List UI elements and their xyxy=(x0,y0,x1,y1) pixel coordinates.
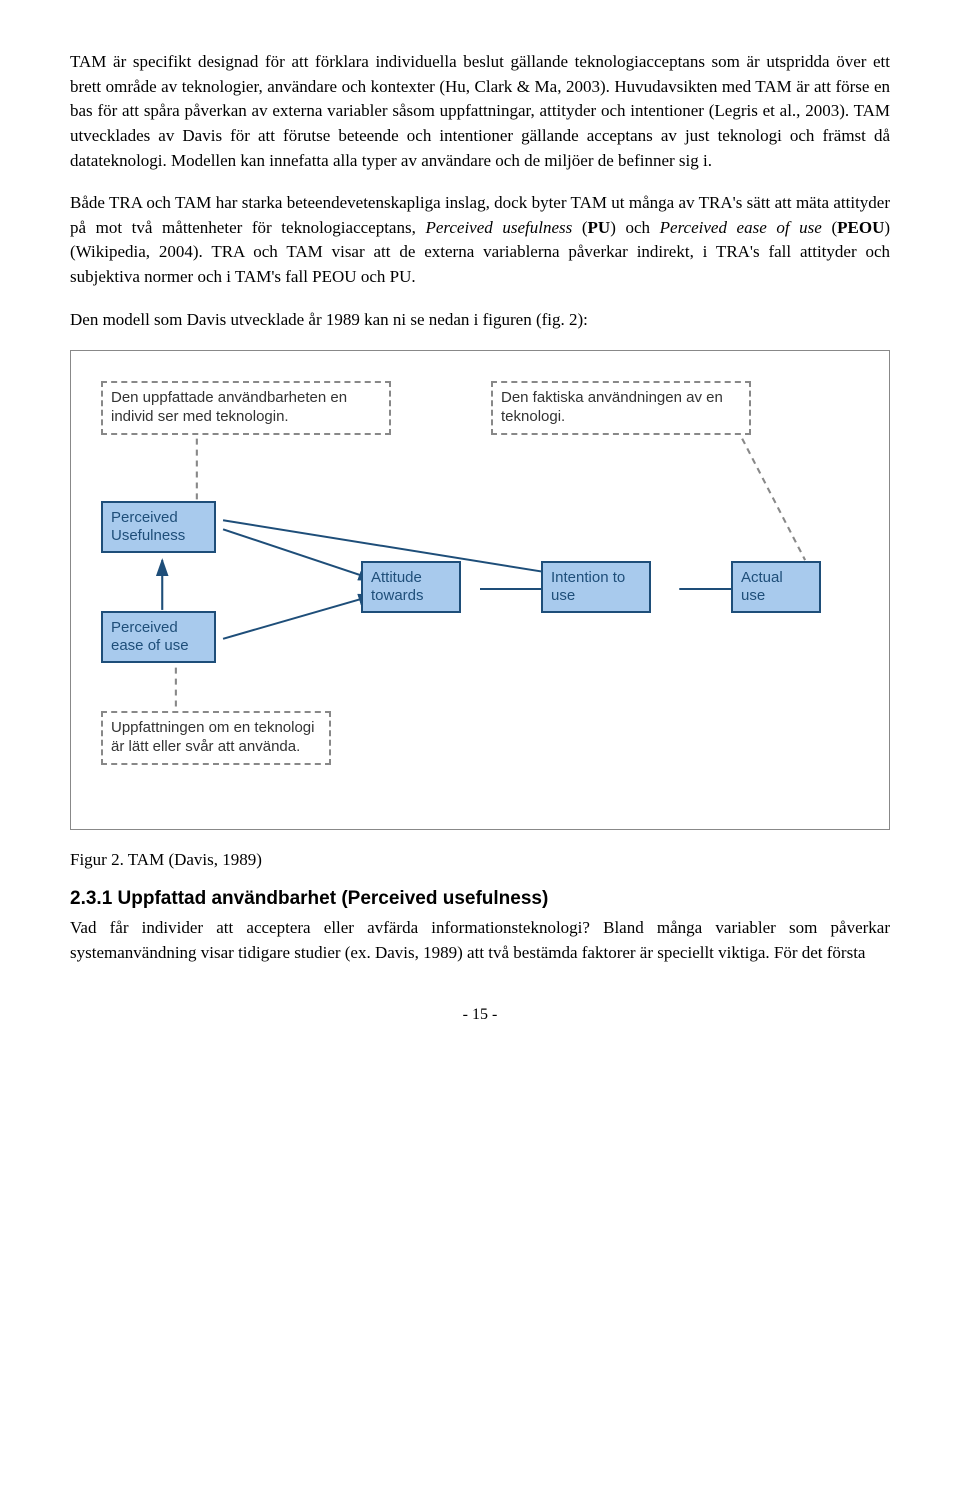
term-bold: PEOU xyxy=(837,218,884,237)
diagram-note-act: Den faktiska användningen av en teknolog… xyxy=(491,381,751,435)
figure-tam-diagram: Den uppfattade användbarheten en individ… xyxy=(70,350,890,830)
diagram-node-att: Attitudetowards xyxy=(361,561,461,613)
body-paragraph: Både TRA och TAM har starka beteendevete… xyxy=(70,191,890,290)
text-run: och xyxy=(625,218,659,237)
page-number: - 15 - xyxy=(70,1006,890,1024)
body-paragraph: TAM är specifikt designad för att förkla… xyxy=(70,50,890,173)
body-paragraph: Den modell som Davis utvecklade år 1989 … xyxy=(70,308,890,333)
diagram-node-act: Actualuse xyxy=(731,561,821,613)
diagram-note-peou: Uppfattningen om en teknologi är lätt el… xyxy=(101,711,331,765)
body-paragraph: Vad får individer att acceptera eller av… xyxy=(70,916,890,965)
text-run: ) xyxy=(610,218,616,237)
diagram-node-peou: Perceivedease of use xyxy=(101,611,216,663)
figure-caption: Figur 2. TAM (Davis, 1989) xyxy=(70,850,890,870)
term-italic: Perceived ease of use xyxy=(660,218,822,237)
diagram-note-pu: Den uppfattade användbarheten en individ… xyxy=(101,381,391,435)
diagram-node-pu: PerceivedUsefulness xyxy=(101,501,216,553)
text-run: ) xyxy=(884,218,890,237)
text-run: (Wikipedia, 2004). TRA och TAM visar att… xyxy=(70,242,890,286)
section-heading: 2.3.1 Uppfattad användbarhet (Perceived … xyxy=(70,888,890,910)
term-bold: PU xyxy=(588,218,611,237)
term-italic: Perceived usefulness xyxy=(425,218,572,237)
diagram-node-int: Intention touse xyxy=(541,561,651,613)
